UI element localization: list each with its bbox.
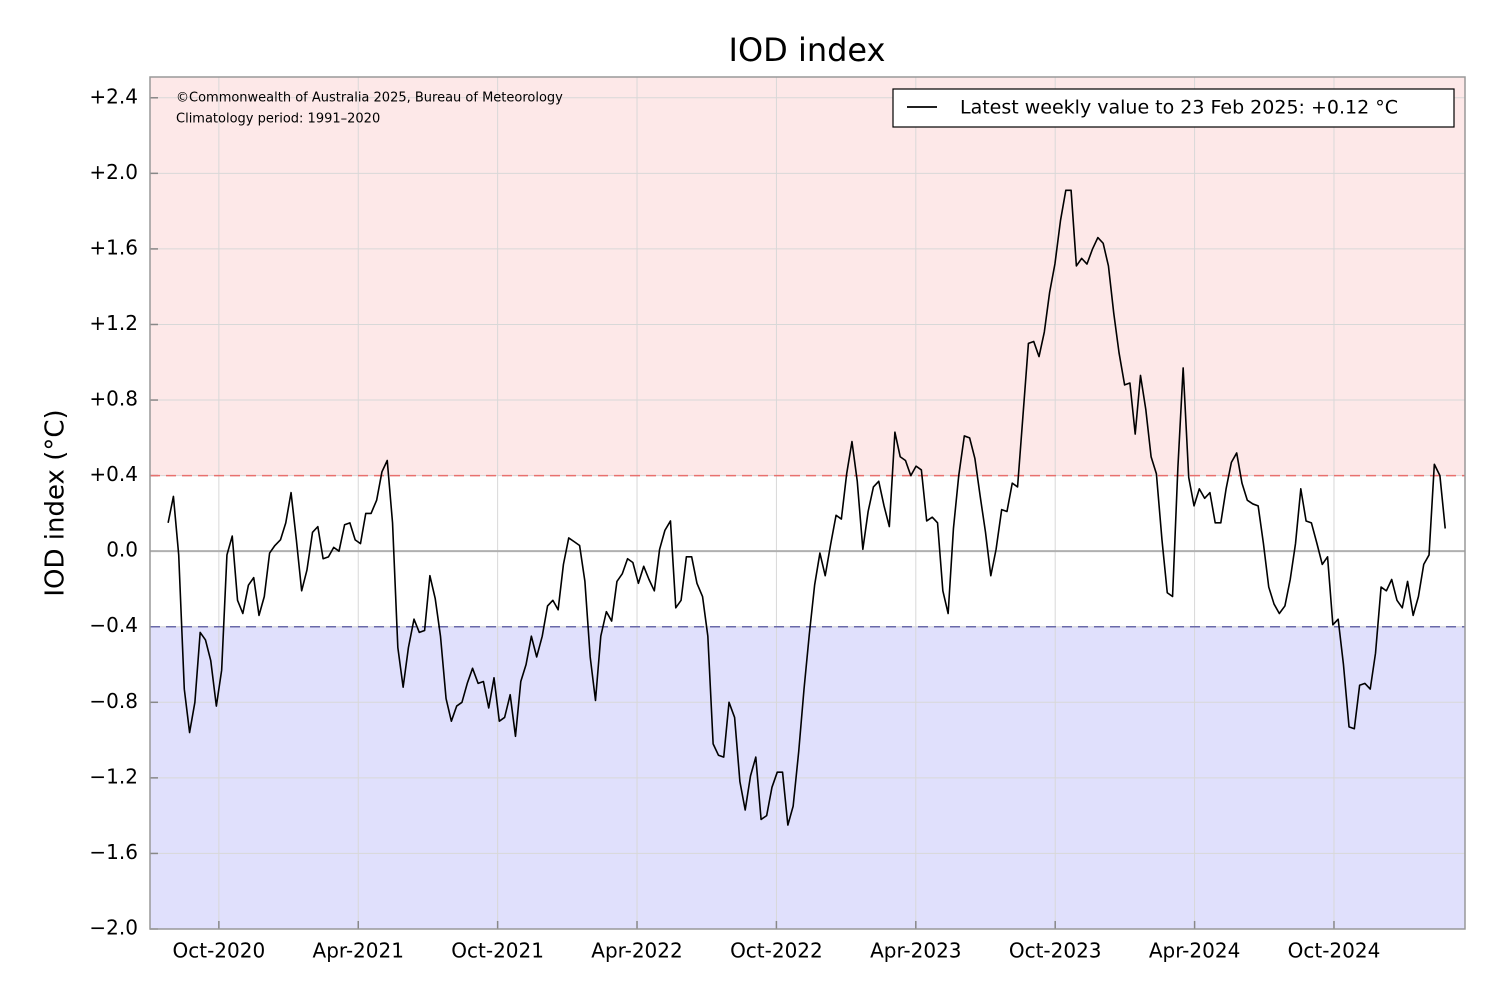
plot-frame bbox=[149, 76, 1466, 930]
chart-title: IOD index bbox=[729, 31, 886, 69]
y-tick-label: −1.2 bbox=[89, 764, 138, 788]
x-tick-label: Oct-2020 bbox=[173, 939, 266, 963]
x-tick-label: Apr-2022 bbox=[591, 939, 682, 963]
y-axis-label: IOD index (°C) bbox=[41, 409, 71, 596]
x-tick-label: Apr-2024 bbox=[1149, 939, 1240, 963]
x-tick-label: Oct-2021 bbox=[451, 939, 544, 963]
legend-box bbox=[892, 88, 1455, 128]
x-tick-label: Apr-2023 bbox=[870, 939, 961, 963]
annotation: Climatology period: 1991–2020 bbox=[176, 112, 380, 127]
y-tick-label: +1.2 bbox=[89, 311, 138, 335]
positive-region bbox=[150, 77, 1465, 476]
y-tick-label: +2.4 bbox=[89, 84, 138, 108]
data-line bbox=[167, 189, 1447, 826]
legend-label: Latest weekly value to 23 Feb 2025: +0.1… bbox=[960, 97, 1398, 119]
x-tick-label: Oct-2024 bbox=[1288, 939, 1381, 963]
y-tick-label: −2.0 bbox=[89, 916, 138, 940]
y-tick-label: +0.8 bbox=[89, 387, 138, 411]
x-tick-label: Apr-2021 bbox=[313, 939, 404, 963]
y-tick-label: 0.0 bbox=[106, 538, 138, 562]
x-tick-label: Oct-2022 bbox=[730, 939, 823, 963]
y-tick-label: +0.4 bbox=[89, 462, 138, 486]
y-tick-label: +1.6 bbox=[89, 235, 138, 259]
legend: Latest weekly value to 23 Feb 2025: +0.1… bbox=[892, 88, 1455, 128]
y-tick-label: −1.6 bbox=[89, 840, 138, 864]
x-tick-label: Oct-2023 bbox=[1009, 939, 1102, 963]
y-tick-label: +2.0 bbox=[89, 160, 138, 184]
y-tick-label: −0.8 bbox=[89, 689, 138, 713]
annotation: ©Commonwealth of Australia 2025, Bureau … bbox=[176, 91, 563, 106]
y-tick-label: −0.4 bbox=[89, 613, 138, 637]
